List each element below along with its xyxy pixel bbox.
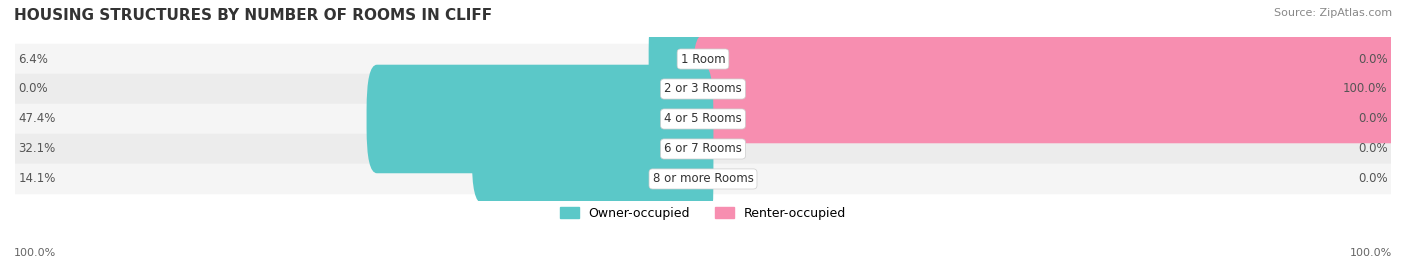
Legend: Owner-occupied, Renter-occupied: Owner-occupied, Renter-occupied [555, 202, 851, 225]
FancyBboxPatch shape [596, 125, 713, 233]
Text: 6 or 7 Rooms: 6 or 7 Rooms [664, 143, 742, 155]
FancyBboxPatch shape [472, 95, 713, 203]
FancyBboxPatch shape [648, 5, 713, 113]
Text: 0.0%: 0.0% [1358, 172, 1388, 185]
Text: 2 or 3 Rooms: 2 or 3 Rooms [664, 83, 742, 95]
Text: 0.0%: 0.0% [18, 83, 48, 95]
Text: 32.1%: 32.1% [18, 143, 56, 155]
Text: 47.4%: 47.4% [18, 112, 56, 125]
Text: HOUSING STRUCTURES BY NUMBER OF ROOMS IN CLIFF: HOUSING STRUCTURES BY NUMBER OF ROOMS IN… [14, 8, 492, 23]
Text: 8 or more Rooms: 8 or more Rooms [652, 172, 754, 185]
Text: 6.4%: 6.4% [18, 52, 48, 66]
Text: 100.0%: 100.0% [1350, 248, 1392, 258]
FancyBboxPatch shape [15, 104, 1391, 134]
FancyBboxPatch shape [15, 74, 1391, 104]
Text: 0.0%: 0.0% [1358, 52, 1388, 66]
FancyBboxPatch shape [15, 164, 1391, 194]
Text: 0.0%: 0.0% [1358, 143, 1388, 155]
Text: 1 Room: 1 Room [681, 52, 725, 66]
FancyBboxPatch shape [15, 44, 1391, 74]
FancyBboxPatch shape [693, 35, 1402, 143]
FancyBboxPatch shape [15, 134, 1391, 164]
Text: 4 or 5 Rooms: 4 or 5 Rooms [664, 112, 742, 125]
Text: 100.0%: 100.0% [1343, 83, 1388, 95]
Text: 0.0%: 0.0% [1358, 112, 1388, 125]
FancyBboxPatch shape [367, 65, 713, 173]
Text: 14.1%: 14.1% [18, 172, 56, 185]
Text: Source: ZipAtlas.com: Source: ZipAtlas.com [1274, 8, 1392, 18]
Text: 100.0%: 100.0% [14, 248, 56, 258]
